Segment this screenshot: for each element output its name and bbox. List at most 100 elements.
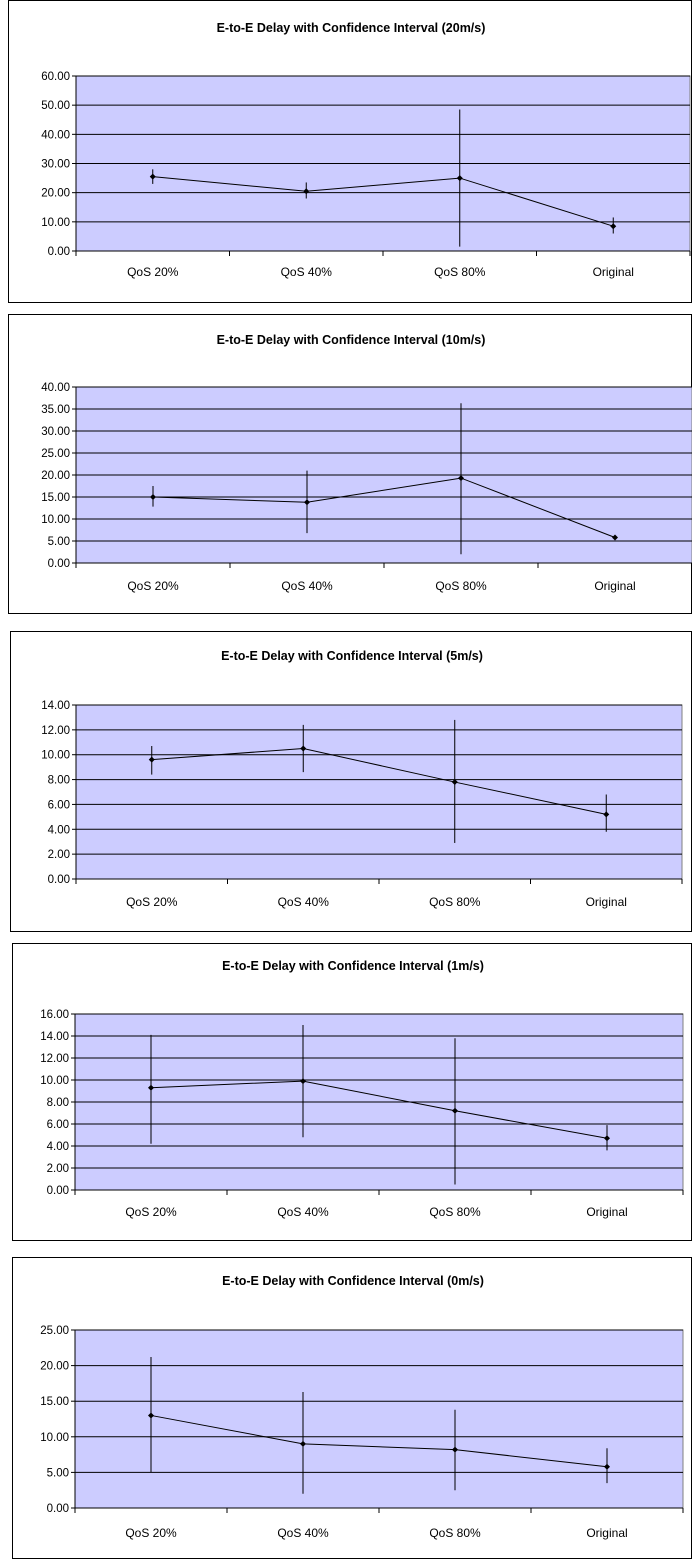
y-tick-label: 40.00 bbox=[41, 129, 70, 141]
y-tick-label: 6.00 bbox=[48, 799, 70, 811]
data-point bbox=[303, 188, 310, 195]
y-tick-label: 4.00 bbox=[48, 824, 70, 836]
y-tick-label: 5.00 bbox=[48, 536, 70, 548]
data-point bbox=[304, 499, 310, 506]
chart-0ms: E-to-E Delay with Confidence Interval (0… bbox=[12, 1257, 692, 1559]
y-tick-label: 20.00 bbox=[40, 1361, 69, 1373]
y-tick-label: 8.00 bbox=[48, 775, 70, 787]
x-tick-label: QoS 40% bbox=[278, 895, 330, 909]
x-tick-label: QoS 80% bbox=[429, 1205, 481, 1219]
y-tick-label: 14.00 bbox=[41, 700, 70, 712]
y-tick-label: 12.00 bbox=[40, 1053, 69, 1065]
chart-svg-1ms: E-to-E Delay with Confidence Interval (1… bbox=[40, 959, 684, 1219]
series-line bbox=[150, 1080, 608, 1139]
plot-area bbox=[74, 1329, 684, 1509]
chart-5ms: E-to-E Delay with Confidence Interval (5… bbox=[10, 631, 692, 932]
chart-20ms: E-to-E Delay with Confidence Interval (2… bbox=[8, 0, 692, 303]
data-point bbox=[300, 1078, 306, 1085]
chart-title: E-to-E Delay with Confidence Interval (0… bbox=[222, 1274, 484, 1288]
y-tick-label: 10.00 bbox=[41, 514, 70, 526]
y-tick-label: 20.00 bbox=[41, 188, 70, 200]
x-tick-label: QoS 40% bbox=[281, 579, 333, 593]
data-point bbox=[604, 1463, 610, 1470]
y-tick-label: 4.00 bbox=[47, 1141, 69, 1153]
y-tick-label: 0.00 bbox=[48, 246, 70, 258]
x-tick-label: QoS 20% bbox=[126, 895, 178, 909]
x-tick-label: QoS 20% bbox=[125, 1205, 177, 1219]
x-tick-label: Original bbox=[593, 265, 634, 279]
chart-title: E-to-E Delay with Confidence Interval (1… bbox=[222, 959, 484, 973]
y-tick-label: 50.00 bbox=[41, 100, 70, 112]
y-tick-label: 10.00 bbox=[41, 750, 70, 762]
series-line bbox=[152, 176, 614, 227]
chart-title: E-to-E Delay with Confidence Interval (1… bbox=[217, 333, 486, 347]
x-tick-label: QoS 40% bbox=[277, 1205, 329, 1219]
y-tick-label: 12.00 bbox=[41, 725, 70, 737]
plot-area bbox=[75, 704, 683, 880]
x-tick-label: Original bbox=[594, 579, 635, 593]
x-tick-label: QoS 40% bbox=[277, 1526, 329, 1540]
y-tick-label: 35.00 bbox=[41, 404, 70, 416]
data-point bbox=[300, 1440, 306, 1447]
y-tick-label: 25.00 bbox=[40, 1325, 69, 1337]
y-tick-label: 5.00 bbox=[47, 1467, 69, 1479]
y-tick-label: 20.00 bbox=[41, 470, 70, 482]
y-tick-label: 0.00 bbox=[48, 874, 70, 886]
y-tick-label: 30.00 bbox=[41, 159, 70, 171]
x-tick-label: QoS 80% bbox=[434, 265, 486, 279]
series-line bbox=[151, 747, 607, 815]
y-tick-label: 15.00 bbox=[41, 492, 70, 504]
data-point bbox=[150, 494, 156, 500]
y-tick-label: 0.00 bbox=[48, 558, 70, 570]
y-tick-label: 25.00 bbox=[41, 448, 70, 460]
y-tick-label: 30.00 bbox=[41, 426, 70, 438]
x-tick-label: Original bbox=[586, 1205, 627, 1219]
chart-svg-5ms: E-to-E Delay with Confidence Interval (5… bbox=[41, 649, 683, 909]
data-point bbox=[452, 1107, 458, 1114]
x-tick-label: QoS 40% bbox=[281, 265, 333, 279]
y-tick-label: 15.00 bbox=[40, 1396, 69, 1408]
data-point bbox=[610, 223, 617, 230]
data-point bbox=[603, 811, 610, 818]
y-tick-label: 0.00 bbox=[47, 1185, 69, 1197]
x-tick-label: QoS 80% bbox=[429, 895, 481, 909]
y-tick-label: 6.00 bbox=[47, 1119, 69, 1131]
x-tick-label: Original bbox=[586, 895, 627, 909]
data-point bbox=[452, 1446, 458, 1453]
data-point bbox=[148, 1084, 154, 1091]
data-point bbox=[604, 1135, 610, 1142]
data-point bbox=[148, 1412, 154, 1419]
y-tick-label: 60.00 bbox=[41, 71, 70, 83]
chart-1ms: E-to-E Delay with Confidence Interval (1… bbox=[12, 943, 692, 1241]
y-tick-label: 10.00 bbox=[40, 1075, 69, 1087]
chart-svg-0ms: E-to-E Delay with Confidence Interval (0… bbox=[40, 1274, 684, 1540]
y-tick-label: 2.00 bbox=[47, 1163, 69, 1175]
series-line bbox=[150, 1414, 608, 1468]
y-tick-label: 10.00 bbox=[40, 1432, 69, 1444]
chart-10ms: E-to-E Delay with Confidence Interval (1… bbox=[8, 314, 692, 614]
data-point bbox=[300, 745, 307, 752]
x-tick-label: QoS 20% bbox=[127, 265, 179, 279]
data-point bbox=[458, 475, 464, 482]
y-tick-label: 10.00 bbox=[41, 217, 70, 229]
data-point bbox=[149, 173, 156, 180]
x-tick-label: QoS 80% bbox=[429, 1526, 481, 1540]
chart-svg-10ms: E-to-E Delay with Confidence Interval (1… bbox=[41, 333, 692, 593]
y-tick-label: 14.00 bbox=[40, 1031, 69, 1043]
x-tick-label: Original bbox=[586, 1526, 627, 1540]
x-tick-label: QoS 20% bbox=[127, 579, 179, 593]
y-tick-label: 40.00 bbox=[41, 382, 70, 394]
chart-title: E-to-E Delay with Confidence Interval (2… bbox=[217, 21, 486, 35]
x-tick-label: QoS 80% bbox=[435, 579, 487, 593]
x-tick-label: QoS 20% bbox=[125, 1526, 177, 1540]
y-tick-label: 8.00 bbox=[47, 1097, 69, 1109]
data-point bbox=[456, 175, 463, 182]
chart-svg-20ms: E-to-E Delay with Confidence Interval (2… bbox=[41, 21, 691, 279]
y-tick-label: 16.00 bbox=[40, 1009, 69, 1021]
series-line bbox=[152, 477, 616, 538]
data-point bbox=[451, 779, 458, 786]
y-tick-label: 0.00 bbox=[47, 1503, 69, 1515]
data-point bbox=[612, 534, 618, 541]
chart-title: E-to-E Delay with Confidence Interval (5… bbox=[221, 649, 483, 663]
y-tick-label: 2.00 bbox=[48, 849, 70, 861]
